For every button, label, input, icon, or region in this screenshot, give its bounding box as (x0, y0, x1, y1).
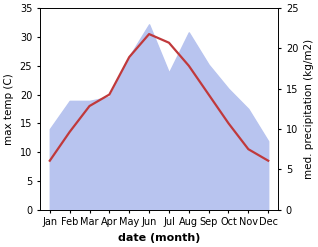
X-axis label: date (month): date (month) (118, 233, 200, 243)
Y-axis label: max temp (C): max temp (C) (4, 73, 14, 145)
Y-axis label: med. precipitation (kg/m2): med. precipitation (kg/m2) (304, 39, 314, 179)
